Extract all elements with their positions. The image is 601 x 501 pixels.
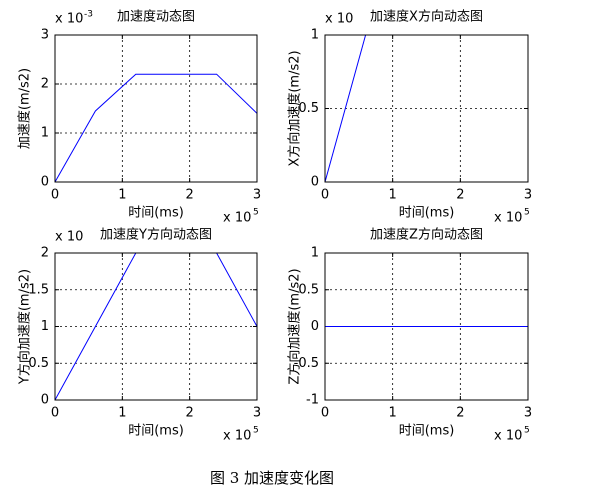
- y-tick-label: 2: [41, 77, 49, 92]
- x-tick-label: 2: [456, 188, 464, 203]
- y-tick-label: 3: [41, 28, 49, 43]
- x-tick-label: 3: [524, 188, 532, 203]
- x-multiplier: x 10: [494, 429, 522, 444]
- y-tick-label: 0.5: [298, 282, 319, 297]
- data-line: [55, 253, 257, 400]
- subplot-title: 加速度Z方向动态图: [370, 227, 483, 243]
- x-multiplier: x 10: [494, 211, 522, 226]
- x-exponent: 5: [524, 208, 530, 218]
- y-tick-label: 1.5: [28, 282, 49, 297]
- y-tick-label: -0.5: [294, 356, 319, 371]
- y-tick-label: 0.5: [28, 356, 49, 371]
- x-tick-label: 0: [321, 188, 329, 203]
- x-tick-label: 3: [524, 406, 532, 421]
- x-tick-label: 1: [118, 188, 126, 203]
- y-multiplier: x 10: [55, 12, 83, 27]
- x-exponent: 5: [253, 426, 259, 436]
- y-tick-label: 1: [41, 126, 49, 141]
- y-exponent: -3: [84, 10, 93, 20]
- y-tick-label: 0: [41, 393, 49, 408]
- axes-box: [324, 34, 529, 183]
- plot-area: [55, 35, 257, 182]
- x-tick-label: 0: [51, 406, 59, 421]
- x-tick-label: 1: [389, 406, 397, 421]
- y-tick-label: 1: [311, 28, 319, 43]
- y-multiplier: x 10: [325, 12, 353, 27]
- y-tick-label: 0: [311, 175, 319, 190]
- x-tick-label: 1: [389, 188, 397, 203]
- y-multiplier: x 10: [55, 230, 83, 245]
- subplot-title: 加速度X方向动态图: [370, 9, 483, 25]
- axes-box: [54, 252, 258, 401]
- y-tick-label: 0: [311, 319, 319, 334]
- figure-caption: 图 3 加速度变化图: [210, 469, 334, 487]
- y-axis-label: X方向加速度(m/s2): [287, 50, 303, 166]
- y-axis-label: Y方向加速度(m/s2): [17, 269, 33, 385]
- data-line: [325, 35, 367, 182]
- x-tick-label: 2: [456, 406, 464, 421]
- x-tick-label: 3: [253, 188, 261, 203]
- x-axis-label: 时间(ms): [128, 424, 184, 439]
- y-axis-label: Z方向加速度(m/s2): [287, 268, 303, 384]
- x-tick-label: 0: [321, 406, 329, 421]
- y-tick-label: -1: [306, 393, 319, 408]
- axes-box: [324, 252, 529, 401]
- y-tick-label: 1: [311, 246, 319, 261]
- y-tick-label: 1: [41, 319, 49, 334]
- y-tick-label: 2: [41, 246, 49, 261]
- y-tick-label: 0.5: [298, 101, 319, 116]
- x-tick-label: 0: [51, 188, 59, 203]
- subplot-title: 加速度动态图: [117, 9, 195, 25]
- axes-box: [54, 34, 258, 183]
- x-tick-label: 1: [118, 406, 126, 421]
- x-tick-label: 2: [186, 406, 194, 421]
- x-multiplier: x 10: [223, 429, 251, 444]
- x-tick-label: 3: [253, 406, 261, 421]
- x-exponent: 5: [524, 426, 530, 436]
- subplot-title: 加速度Y方向动态图: [100, 227, 212, 243]
- x-tick-label: 2: [186, 188, 194, 203]
- x-multiplier: x 10: [223, 211, 251, 226]
- y-axis-label: 加速度(m/s2): [17, 68, 33, 149]
- x-axis-label: 时间(ms): [399, 206, 455, 221]
- data-line: [55, 73, 257, 182]
- y-tick-label: 0: [41, 175, 49, 190]
- x-axis-label: 时间(ms): [128, 206, 184, 221]
- x-exponent: 5: [253, 208, 259, 218]
- x-axis-label: 时间(ms): [399, 424, 455, 439]
